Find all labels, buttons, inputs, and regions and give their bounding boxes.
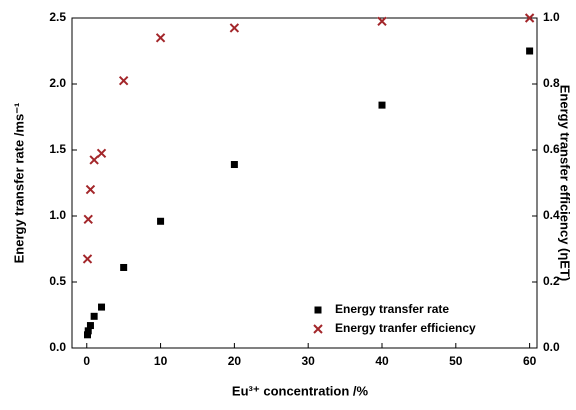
point	[84, 331, 91, 339]
x-tick-label: 30	[302, 354, 316, 368]
point	[378, 101, 386, 109]
x-tick-label: 0	[83, 354, 90, 368]
point	[83, 214, 93, 225]
point	[82, 254, 93, 264]
y2-tick-label: 0.6	[543, 142, 560, 156]
point	[526, 47, 534, 55]
legend-marker	[313, 324, 323, 334]
x-tick-label: 20	[228, 354, 242, 368]
y-tick-label: 0.0	[49, 340, 66, 354]
point	[96, 148, 107, 159]
y-tick-label: 0.5	[49, 274, 66, 288]
point	[118, 75, 129, 86]
y2-tick-label: 0.2	[543, 274, 560, 288]
point	[524, 13, 535, 23]
legend-label: Energy transfer rate	[335, 302, 449, 316]
point	[120, 263, 128, 271]
x-axis-label: Eu³⁺ concentration /%	[232, 383, 369, 398]
x-tick-label: 10	[154, 354, 168, 368]
point	[377, 16, 387, 27]
y2-tick-label: 0.0	[543, 340, 560, 354]
point	[90, 312, 98, 320]
y-tick-label: 2.0	[49, 76, 66, 90]
x-tick-label: 50	[449, 354, 463, 368]
point	[86, 322, 94, 330]
plot-frame	[71, 17, 538, 349]
y-axis-label: Energy transfer rate /ms⁻¹	[11, 103, 26, 264]
y-tick-label: 1.0	[49, 208, 66, 222]
point	[155, 33, 166, 43]
legend-label: Energy tranfer efficiency	[335, 321, 476, 335]
x-tick-label: 40	[375, 354, 389, 368]
y2-tick-label: 0.8	[543, 76, 560, 90]
point	[89, 155, 99, 165]
point	[157, 217, 165, 225]
point	[85, 184, 96, 195]
y-tick-label: 1.5	[49, 142, 66, 156]
x-tick-label: 60	[523, 354, 537, 368]
point	[230, 161, 238, 169]
y2-tick-label: 1.0	[543, 10, 560, 24]
point	[229, 23, 240, 33]
point	[84, 327, 92, 335]
y2-tick-label: 0.4	[543, 208, 560, 222]
point	[98, 303, 106, 311]
y-tick-label: 2.5	[49, 10, 66, 24]
legend-marker	[314, 306, 322, 314]
y2-axis-label: Energy transfer efficiency (ηET)	[558, 85, 573, 282]
